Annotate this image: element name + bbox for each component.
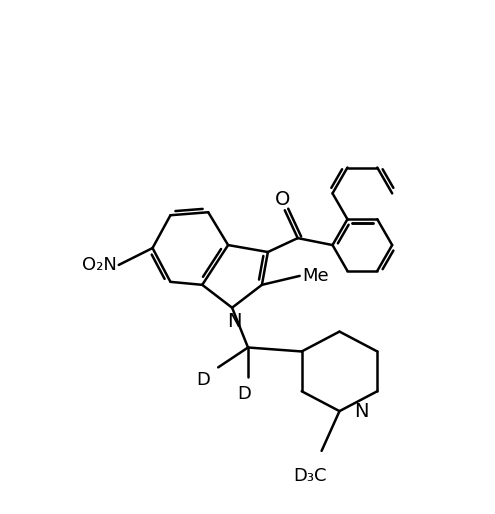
Text: D: D: [237, 386, 251, 403]
Text: D: D: [197, 371, 210, 389]
Text: N: N: [354, 401, 369, 420]
Text: O₂N: O₂N: [82, 256, 117, 274]
Text: N: N: [227, 312, 242, 331]
Text: Me: Me: [302, 267, 329, 285]
Text: O: O: [275, 190, 291, 209]
Text: D₃C: D₃C: [293, 467, 326, 485]
